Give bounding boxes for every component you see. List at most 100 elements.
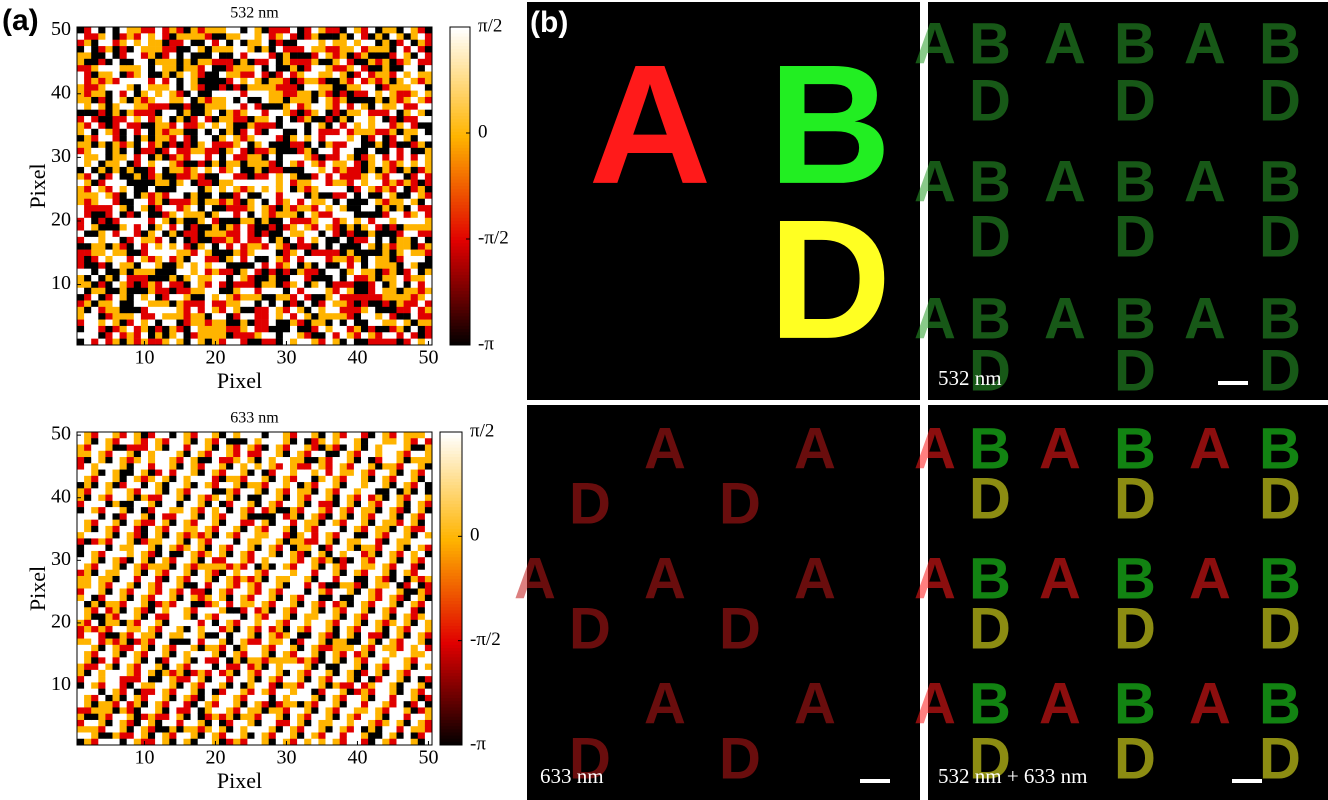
pixel xyxy=(261,438,269,445)
pixel xyxy=(254,141,262,149)
pixel xyxy=(282,669,291,677)
pixel xyxy=(297,205,305,212)
pixel xyxy=(197,103,206,110)
pixel xyxy=(247,519,255,527)
pixel xyxy=(375,122,383,130)
pixel xyxy=(396,262,404,269)
pixel xyxy=(183,538,191,545)
pixel xyxy=(176,58,184,66)
pixel xyxy=(162,294,170,301)
pixel xyxy=(389,27,397,34)
pixel xyxy=(226,676,234,683)
pixel xyxy=(318,166,326,174)
pixel xyxy=(332,90,340,98)
pixel xyxy=(297,39,305,47)
pixel xyxy=(204,444,213,452)
pixel xyxy=(140,525,149,533)
pixel xyxy=(297,582,305,589)
pixel xyxy=(389,519,397,527)
pixel xyxy=(91,601,99,608)
pixel xyxy=(183,84,191,91)
pixel xyxy=(148,613,156,621)
pixel xyxy=(98,588,106,596)
pixel xyxy=(304,544,312,552)
pixel xyxy=(410,33,419,41)
pixel xyxy=(311,719,319,727)
pixel xyxy=(197,682,206,689)
pixel xyxy=(254,601,262,608)
pixel xyxy=(339,294,348,301)
pixel xyxy=(261,313,269,320)
pixel xyxy=(318,313,326,320)
pixel xyxy=(240,676,248,683)
pixel xyxy=(119,707,127,714)
pixel xyxy=(183,275,191,282)
pixel xyxy=(311,249,319,257)
pixel xyxy=(219,338,227,346)
pixel xyxy=(204,84,213,91)
pixel xyxy=(353,513,362,520)
pixel xyxy=(297,557,305,564)
pixel xyxy=(84,294,92,301)
pixel xyxy=(304,325,312,333)
pixel xyxy=(403,563,411,571)
pixel xyxy=(112,230,120,238)
pixel xyxy=(226,338,234,346)
pixel xyxy=(254,27,262,34)
pixel xyxy=(261,84,269,91)
pixel xyxy=(197,319,206,327)
pixel xyxy=(361,27,369,34)
pixel xyxy=(197,738,206,746)
pixel xyxy=(190,513,198,520)
pixel xyxy=(219,676,227,683)
pixel xyxy=(169,103,177,110)
pixel xyxy=(162,275,170,282)
pixel xyxy=(197,563,206,571)
pixel xyxy=(332,626,340,633)
pixel xyxy=(219,186,227,193)
pixel xyxy=(318,300,326,308)
pixel xyxy=(119,469,127,477)
pixel xyxy=(304,262,312,269)
pixel xyxy=(240,507,248,514)
pixel xyxy=(176,632,184,639)
pixel xyxy=(254,482,262,489)
pixel xyxy=(77,306,85,314)
pixel xyxy=(190,211,198,219)
pixel xyxy=(353,281,362,289)
pixel xyxy=(297,160,305,168)
pixel xyxy=(290,211,298,219)
pixel xyxy=(261,275,269,282)
pixel xyxy=(204,122,213,130)
pixel xyxy=(126,281,135,289)
pixel xyxy=(261,338,269,346)
pixel xyxy=(183,500,191,508)
pixel xyxy=(247,707,255,714)
pixel xyxy=(183,122,191,130)
pixel xyxy=(98,255,106,263)
pixel xyxy=(233,46,241,53)
pixel xyxy=(233,186,241,193)
pixel xyxy=(318,325,326,333)
pixel xyxy=(424,306,433,314)
pixel xyxy=(233,688,241,696)
pixel xyxy=(275,538,284,545)
pixel xyxy=(197,557,206,564)
pixel xyxy=(375,582,383,589)
pixel xyxy=(183,332,191,339)
pixel xyxy=(219,154,227,161)
pixel xyxy=(275,525,284,533)
pixel xyxy=(98,463,106,470)
pixel xyxy=(140,96,149,104)
pixel xyxy=(219,58,227,66)
pixel xyxy=(204,27,213,34)
pixel xyxy=(140,103,149,110)
pixel xyxy=(332,243,340,250)
pixel xyxy=(119,663,127,671)
pixel xyxy=(148,319,156,327)
colorbar-tick-label: 0 xyxy=(478,121,488,142)
pixel xyxy=(325,619,333,627)
pixel xyxy=(133,688,142,696)
pixel xyxy=(240,519,248,527)
pixel xyxy=(133,154,142,161)
